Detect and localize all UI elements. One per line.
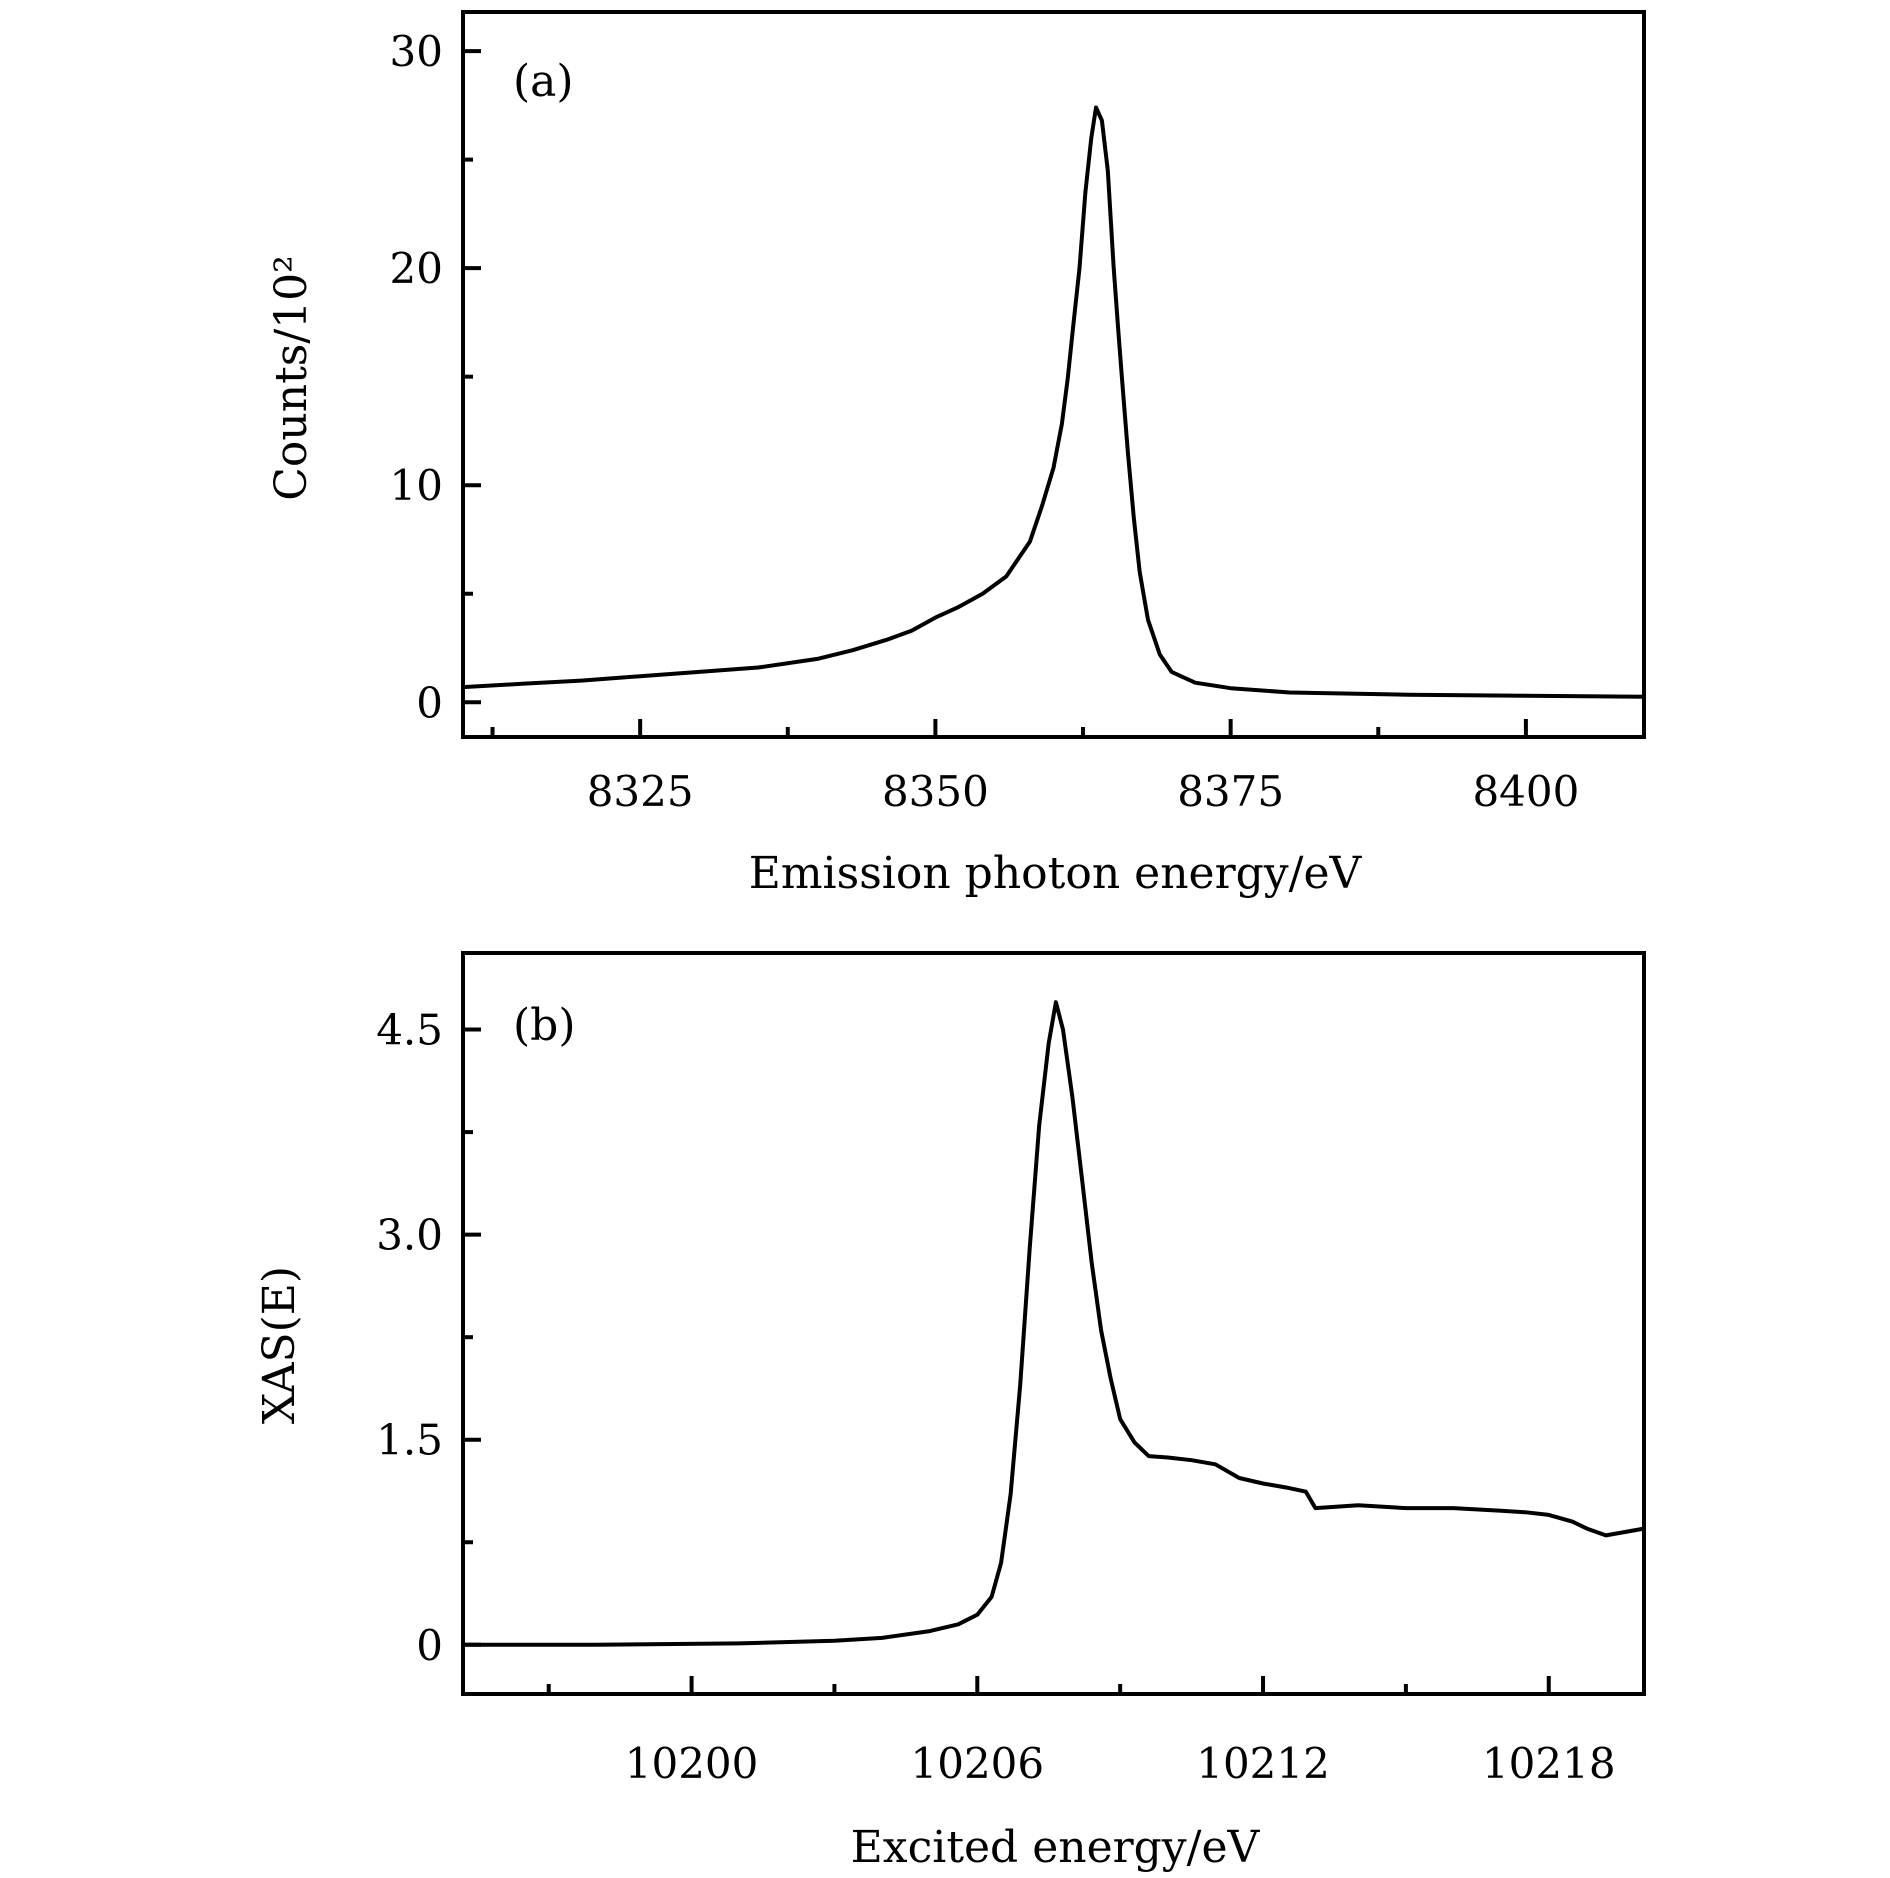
panel-b-y-axis-title: XAS(E) bbox=[254, 1266, 305, 1424]
panel-b-label: (b) bbox=[513, 1000, 576, 1051]
panel-a-x-tick-label: 8375 bbox=[1177, 767, 1284, 816]
panel-b-x-tick-label: 10206 bbox=[911, 1739, 1045, 1788]
panel-a-x-tick-label: 8325 bbox=[587, 767, 694, 816]
panel-a-plot-frame bbox=[461, 10, 1646, 739]
panel-b-y-tick-label: 1.5 bbox=[376, 1416, 443, 1465]
panel-b-y-tick-label: 3.0 bbox=[376, 1211, 443, 1260]
panel-b-plot-frame bbox=[461, 951, 1646, 1696]
panel-a-y-tick-label: 30 bbox=[390, 27, 443, 76]
panel-a-x-axis-title: Emission photon energy/eV bbox=[749, 848, 1363, 899]
panel-b-data-line bbox=[463, 1000, 1645, 1647]
panel-a-y-tick-label: 0 bbox=[416, 678, 443, 727]
panel-b-y-tick-label: 4.5 bbox=[376, 1006, 443, 1055]
panel-b-y-tick-label: 0 bbox=[416, 1621, 443, 1670]
panel-a-y-axis-title: Counts/10² bbox=[266, 255, 317, 501]
panel-a-data-line bbox=[462, 105, 1645, 699]
panel-b-x-tick-label: 10200 bbox=[625, 1739, 759, 1788]
panel-a-y-tick-label: 10 bbox=[390, 461, 443, 510]
panel-b-x-axis-title: Excited energy/eV bbox=[851, 1822, 1261, 1873]
panel-b-x-tick-label: 10218 bbox=[1482, 1739, 1616, 1788]
panel-a: (a) Emission photon energy/eV Counts/10²… bbox=[266, 10, 1646, 899]
panel-b-x-tick-label: 10212 bbox=[1196, 1739, 1330, 1788]
panel-a-x-tick-label: 8350 bbox=[882, 767, 989, 816]
panel-a-x-tick-label: 8400 bbox=[1472, 767, 1579, 816]
panel-b: (b) Excited energy/eV XAS(E) 10200 10206 1… bbox=[254, 951, 1646, 1873]
panel-a-label: (a) bbox=[513, 56, 574, 107]
panel-a-y-tick-label: 20 bbox=[390, 244, 443, 293]
